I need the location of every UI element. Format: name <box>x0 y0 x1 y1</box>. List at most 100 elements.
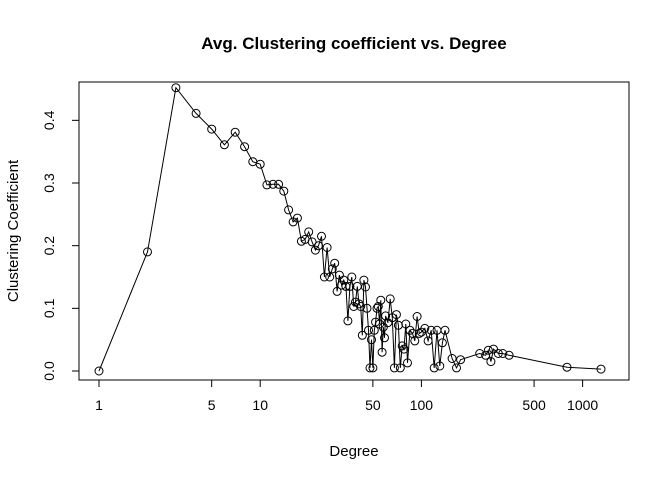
data-point <box>385 294 395 304</box>
data-point <box>334 270 344 280</box>
x-tick-label: 50 <box>365 397 381 413</box>
data-point <box>562 362 572 372</box>
data-point <box>347 272 357 282</box>
x-tick-label: 100 <box>410 397 434 413</box>
data-point <box>349 302 359 311</box>
y-axis-label: Clustering Coefficient <box>5 159 22 302</box>
data-point <box>372 303 382 313</box>
data-point <box>381 311 391 321</box>
plot-frame <box>78 81 630 381</box>
data-point <box>367 335 376 345</box>
data-point <box>414 328 424 338</box>
data-point <box>403 358 412 368</box>
data-point <box>143 247 152 257</box>
data-point <box>481 350 491 360</box>
data-point <box>94 366 104 376</box>
data-point <box>405 325 415 335</box>
x-tick-label: 500 <box>522 397 546 413</box>
data-point <box>332 286 342 296</box>
data-point <box>395 363 405 373</box>
data-point <box>377 347 387 357</box>
x-tick-label: 10 <box>252 397 268 413</box>
data-point <box>423 336 433 346</box>
data-point <box>325 272 335 282</box>
data-point <box>330 258 340 268</box>
data-point <box>171 83 181 93</box>
data-point <box>343 316 353 326</box>
data-point <box>452 363 461 373</box>
data-point <box>365 363 375 373</box>
data-point <box>426 325 436 335</box>
data-point <box>191 108 201 118</box>
data-point <box>292 213 302 223</box>
data-point <box>230 127 240 137</box>
data-point <box>493 349 503 358</box>
data-point <box>447 354 457 363</box>
data-point <box>383 318 393 328</box>
data-point <box>475 349 485 358</box>
y-tick-label: 0.1 <box>41 298 57 318</box>
data-point <box>429 363 439 373</box>
data-point <box>317 231 326 241</box>
data-point <box>435 361 445 371</box>
data-point <box>437 338 447 348</box>
data-point <box>341 281 351 291</box>
data-point <box>371 317 381 327</box>
data-point <box>268 179 278 189</box>
data-point <box>314 241 323 251</box>
data-point <box>357 330 367 340</box>
y-tick-label: 0.3 <box>41 173 57 193</box>
data-point <box>483 345 493 355</box>
data-point <box>440 325 450 335</box>
data-point <box>354 299 364 309</box>
data-point <box>207 124 217 134</box>
series-layer <box>94 83 606 376</box>
y-axis: 0.0 0.1 0.2 0.3 0.4 <box>41 110 80 381</box>
data-point <box>255 159 265 169</box>
y-tick-label: 0.2 <box>41 236 57 256</box>
series-line <box>98 86 602 372</box>
data-point <box>456 355 466 365</box>
x-tick-label: 1 <box>95 397 103 413</box>
data-point <box>240 142 250 152</box>
data-point <box>412 312 422 321</box>
data-point <box>219 140 229 150</box>
data-point <box>362 303 372 313</box>
data-point <box>319 272 329 282</box>
data-point <box>304 227 314 237</box>
data-point <box>356 302 366 311</box>
data-point <box>410 336 420 346</box>
y-tick-label: 0.0 <box>41 361 57 381</box>
data-point <box>327 264 337 274</box>
data-point <box>373 302 383 311</box>
x-axis-label: Degree <box>329 443 378 460</box>
data-point <box>359 275 369 285</box>
data-point <box>361 282 370 292</box>
data-point <box>368 363 378 373</box>
data-point <box>391 310 401 320</box>
data-point <box>420 323 430 333</box>
chart-title: Avg. Clustering coefficient vs. Degree <box>201 34 506 53</box>
data-point <box>486 357 496 367</box>
data-point <box>401 319 411 329</box>
data-point <box>389 363 399 373</box>
data-point <box>380 333 389 343</box>
data-point <box>279 186 289 196</box>
data-point <box>376 295 386 305</box>
x-axis: 1 5 10 50 100 500 1000 <box>95 379 598 413</box>
y-tick-label: 0.4 <box>41 110 57 130</box>
data-point <box>399 344 409 354</box>
data-point <box>596 364 606 374</box>
x-tick-label: 1000 <box>567 397 598 413</box>
data-point <box>364 325 373 335</box>
data-point <box>262 180 272 190</box>
data-point <box>284 205 294 215</box>
x-tick-label: 5 <box>208 397 216 413</box>
data-point <box>274 179 284 189</box>
data-point <box>339 275 349 285</box>
data-point <box>498 349 508 358</box>
data-point <box>322 243 332 252</box>
data-point <box>345 281 355 291</box>
